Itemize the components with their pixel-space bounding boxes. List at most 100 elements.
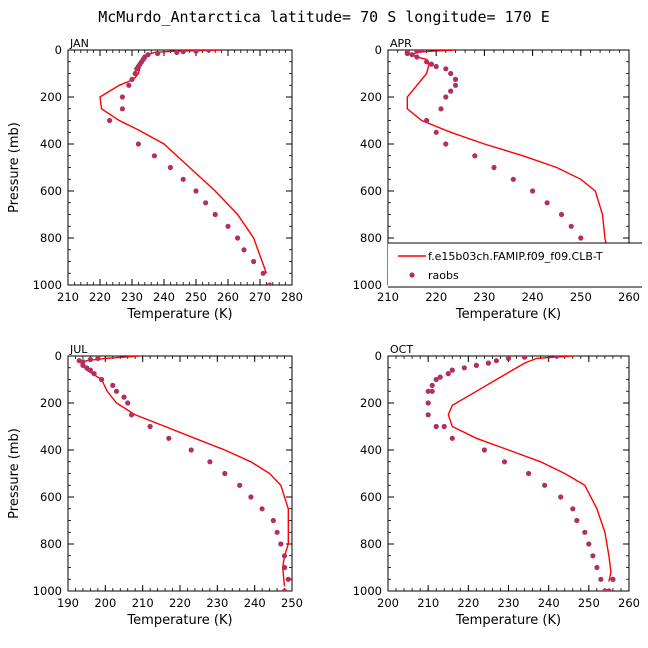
obs-point (438, 106, 444, 112)
y-tick-label: 600 (40, 490, 62, 504)
y-tick-label: 200 (360, 90, 382, 104)
x-axis-title: Temperature (K) (455, 613, 561, 628)
obs-point (91, 371, 97, 377)
x-tick-label: 210 (417, 596, 439, 610)
x-tick-label: 240 (244, 596, 266, 610)
y-tick-label: 200 (40, 396, 62, 410)
obs-point (174, 50, 180, 55)
obs-point (530, 188, 536, 194)
obs-point (87, 356, 93, 363)
model-line (99, 50, 268, 274)
x-tick-label: 230 (206, 596, 228, 610)
obs-point (481, 447, 487, 453)
y-tick-label: 600 (360, 184, 382, 198)
obs-point (151, 153, 157, 159)
obs-point (166, 435, 172, 441)
obs-point (452, 76, 459, 82)
obs-point (285, 576, 291, 582)
y-tick-label: 600 (360, 490, 382, 504)
x-axis-title: Temperature (K) (126, 307, 232, 322)
obs-point (119, 106, 125, 112)
obs-point (606, 588, 612, 591)
obs-point (212, 211, 218, 218)
x-tick-label: 210 (377, 290, 399, 304)
obs-point (510, 176, 516, 182)
obs-point (443, 66, 449, 72)
obs-point (84, 365, 90, 371)
y-tick-label: 400 (40, 137, 62, 151)
legend-obs-label: raobs (428, 269, 459, 282)
obs-point (274, 529, 280, 535)
obs-point (251, 258, 257, 265)
obs-point (155, 50, 161, 57)
obs-point (134, 66, 140, 72)
obs-point (237, 482, 243, 488)
obs-point (445, 371, 451, 377)
obs-point (568, 223, 574, 229)
obs-point (193, 188, 199, 194)
obs-point (443, 141, 449, 147)
x-tick-label: 200 (377, 596, 399, 610)
obs-point (132, 70, 138, 77)
obs-point (586, 541, 592, 547)
obs-point (203, 200, 209, 206)
obs-point (419, 50, 425, 53)
obs-point (206, 50, 212, 53)
obs-point (574, 517, 580, 524)
obs-point (404, 50, 410, 57)
plot-frame (67, 355, 293, 592)
x-tick-label: 210 (132, 596, 154, 610)
legend-background (388, 243, 642, 287)
y-tick-label: 0 (375, 349, 382, 363)
panel-label-jan: JAN (69, 37, 89, 50)
x-tick-label: 200 (94, 596, 116, 610)
obs-point (167, 164, 173, 171)
y-tick-label: 800 (360, 231, 382, 245)
panel-label-oct: OCT (390, 343, 413, 356)
obs-point (449, 367, 455, 373)
obs-point (99, 376, 105, 383)
obs-point (424, 59, 430, 65)
y-tick-label: 0 (55, 349, 62, 363)
obs-point (188, 447, 194, 453)
obs-point (425, 412, 431, 418)
y-tick-label: 0 (55, 43, 62, 57)
y-tick-label: 1000 (353, 584, 382, 598)
y-tick-label: 800 (360, 537, 382, 551)
obs-point (505, 356, 512, 361)
obs-point (126, 82, 132, 88)
obs-point (598, 576, 604, 582)
x-tick-label: 260 (618, 596, 640, 610)
y-axis-title: Pressure (mb) (7, 122, 22, 213)
obs-point (110, 382, 116, 388)
obs-point (485, 360, 491, 366)
obs-point (424, 117, 430, 124)
x-tick-label: 270 (249, 290, 271, 304)
x-tick-label: 250 (185, 290, 207, 304)
obs-point (448, 88, 454, 94)
obs-point (433, 129, 439, 135)
obs-point (501, 459, 508, 465)
obs-point (409, 52, 415, 58)
x-tick-label: 220 (457, 596, 479, 610)
x-tick-label: 260 (618, 290, 640, 304)
obs-point (433, 423, 439, 430)
panel-label-jul: JUL (69, 343, 88, 356)
y-tick-label: 1000 (353, 278, 382, 292)
x-tick-label: 220 (89, 290, 111, 304)
model-line (406, 50, 625, 277)
model-line (447, 356, 612, 582)
obs-point (594, 564, 600, 571)
obs-point (259, 506, 265, 512)
data-group (76, 356, 291, 591)
obs-point (278, 541, 284, 547)
legend-model-label: f.e15b03ch.FAMIP.f09_f09.CLB-T (428, 250, 603, 263)
figure-title: McMurdo_Antarctica latitude= 70 S longit… (98, 8, 550, 26)
obs-point (260, 270, 266, 276)
model-line (79, 356, 289, 587)
obs-point (225, 223, 231, 229)
obs-point (281, 553, 288, 559)
y-tick-label: 200 (360, 396, 382, 410)
